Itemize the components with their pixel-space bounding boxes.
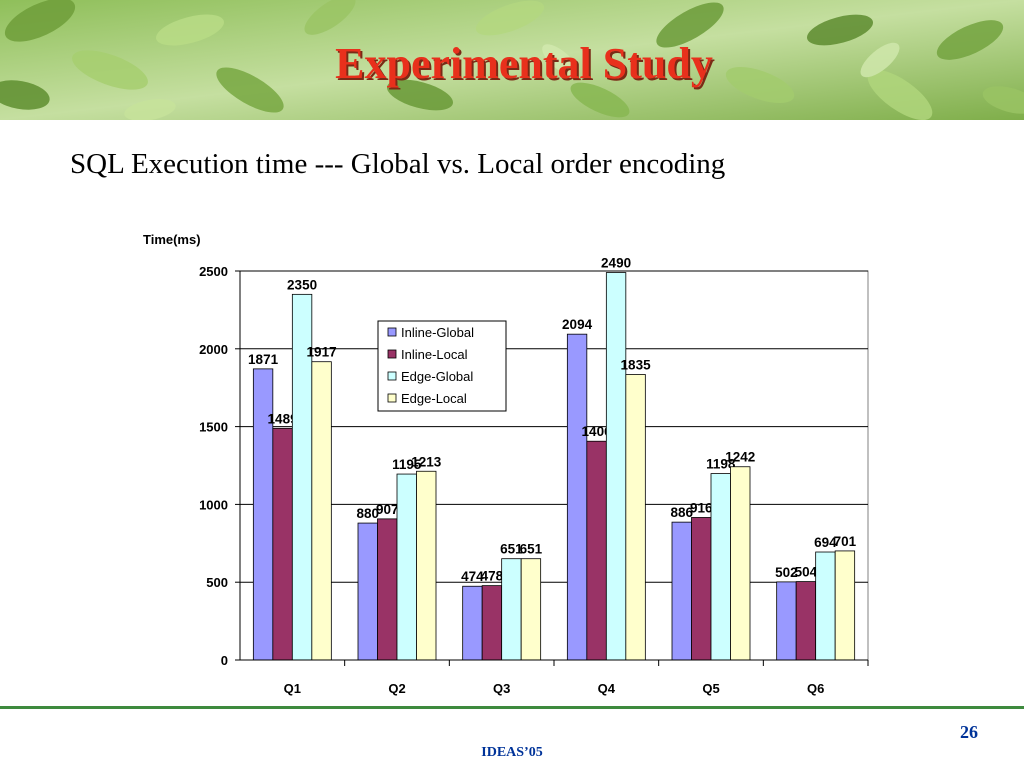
data-label: 701 (834, 534, 857, 549)
data-label: 1198 (706, 457, 736, 472)
x-tick-label: Q6 (807, 681, 824, 696)
x-tick-label: Q2 (388, 681, 405, 696)
data-label: 1195 (392, 457, 422, 472)
bar (795, 581, 817, 661)
data-label: 651 (500, 542, 523, 557)
plot-area (239, 270, 869, 661)
y-axis-label: Time(ms) (143, 232, 201, 247)
bar (396, 473, 417, 661)
bar (462, 585, 483, 661)
legend-box (377, 320, 507, 412)
y-tick-label: 2500 (199, 264, 228, 279)
bar (520, 558, 542, 661)
bar (481, 585, 503, 661)
chart-legend: Inline-Global Inline-Local Edge-Global Edge… (377, 320, 507, 412)
legend-label: Inline-Local (401, 347, 468, 362)
data-label: 504 (795, 565, 818, 580)
data-label: 880 (356, 506, 379, 521)
slide-subtitle: SQL Execution time --- Global vs. Local … (70, 148, 726, 180)
legend-swatch (387, 393, 397, 403)
data-label: 916 (690, 500, 713, 515)
bar (586, 440, 607, 661)
data-label: 651 (520, 542, 543, 557)
chart-bars: 1871148923501917880907119512134744786516… (248, 256, 857, 661)
legend-swatch (387, 327, 397, 337)
data-label: 886 (670, 505, 693, 520)
data-label: 694 (814, 535, 837, 550)
data-label: 1917 (307, 345, 337, 360)
data-label: 1835 (621, 357, 652, 372)
data-label: 2350 (287, 277, 317, 292)
slide-title: Experimental Study (335, 39, 713, 88)
y-tick-label: 500 (206, 575, 228, 590)
data-label: 1406 (582, 424, 613, 439)
bar (272, 427, 293, 661)
y-tick-label: 2000 (199, 342, 228, 357)
data-label: 474 (461, 569, 484, 584)
data-label: 1489 (268, 411, 298, 426)
bar (625, 374, 646, 661)
data-label: 2094 (562, 317, 593, 332)
bar (566, 333, 588, 661)
bar (834, 550, 856, 661)
bar (815, 551, 836, 661)
data-label: 907 (376, 502, 399, 517)
legend-label: Edge-Local (401, 391, 467, 406)
footer-divider (0, 706, 1024, 709)
legend-label: Edge-Global (401, 369, 473, 384)
bar (377, 518, 398, 661)
data-label: 1242 (725, 450, 755, 465)
legend-swatch (387, 371, 397, 381)
y-tick-label: 1500 (199, 420, 228, 435)
data-label: 502 (775, 565, 798, 580)
y-tick-label: 1000 (199, 497, 228, 512)
y-tick-label: 0 (221, 653, 228, 668)
bar-chart: 1871148923501917880907119512134744786516… (143, 232, 869, 696)
page-number: 26 (960, 722, 978, 742)
legend-label: Inline-Global (401, 325, 474, 340)
bar (691, 517, 712, 661)
x-tick-label: Q1 (284, 681, 301, 696)
data-label: 1213 (411, 454, 442, 469)
bar (416, 470, 437, 661)
chart-axes: 0 500 1000 1500 2000 2500 Q1 Q2 Q3 Q4 Q5 Q6 (199, 264, 869, 696)
bar (671, 521, 692, 661)
data-label: 2490 (601, 256, 631, 271)
data-label: 478 (481, 569, 504, 584)
bar (357, 522, 378, 661)
bar (501, 558, 522, 661)
bar (311, 361, 332, 661)
data-label: 1871 (248, 352, 279, 367)
x-tick-label: Q4 (598, 681, 616, 696)
footer-label: IDEAS’05 (481, 745, 543, 760)
bar (730, 466, 751, 661)
bar (710, 473, 731, 661)
bar (605, 272, 627, 661)
chart-gridlines (239, 270, 869, 661)
x-tick-label: Q5 (702, 681, 719, 696)
legend-swatch (387, 349, 397, 359)
bar (776, 581, 797, 661)
x-tick-label: Q3 (493, 681, 510, 696)
leaf-banner (0, 0, 1024, 120)
